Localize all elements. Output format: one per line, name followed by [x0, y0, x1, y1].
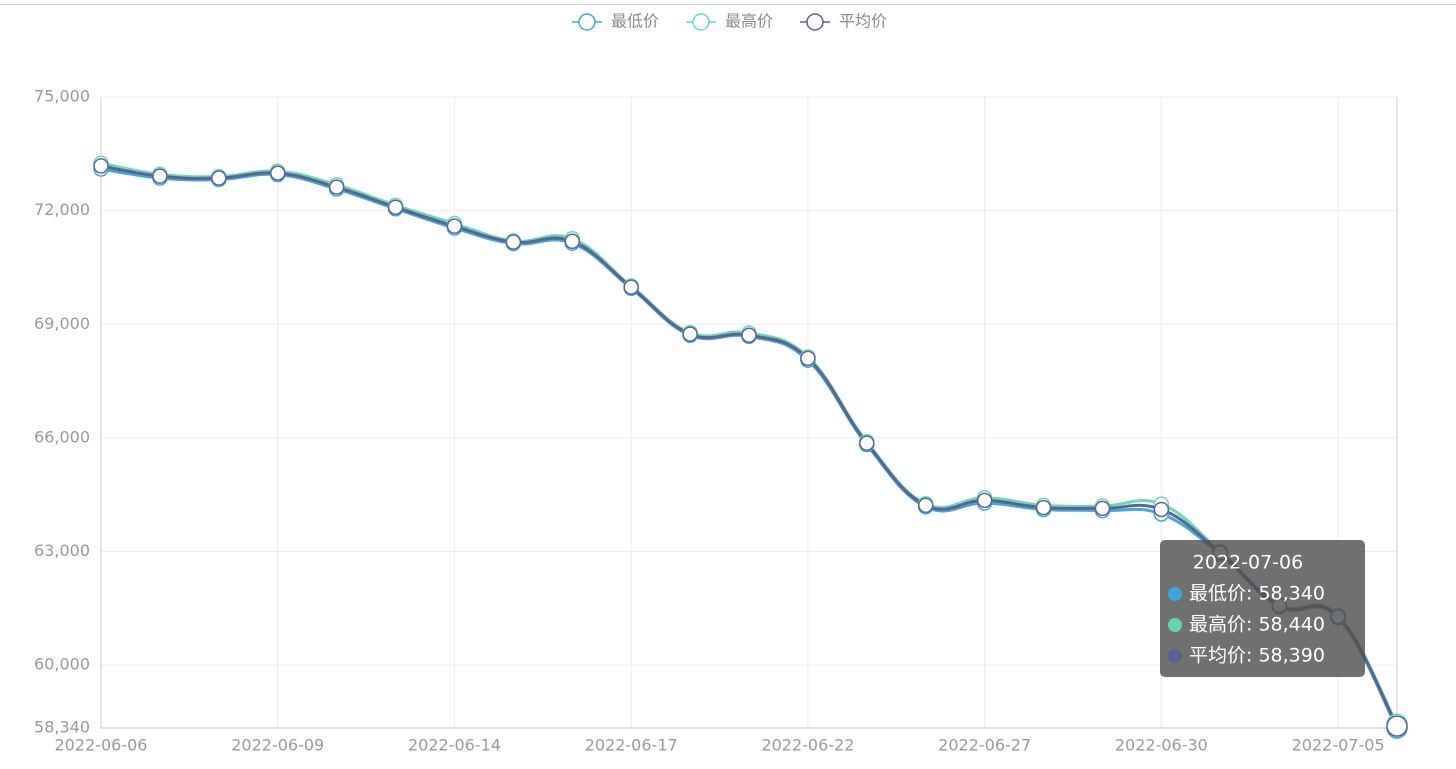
y-tick-label: 60,000 — [34, 655, 90, 674]
data-point[interactable] — [1094, 500, 1111, 517]
legend-item[interactable]: 最高价 — [686, 12, 773, 31]
tooltip-box — [1160, 540, 1365, 677]
legend-item[interactable]: 最低价 — [572, 12, 659, 31]
tooltip-row: 最低价: 58,340 — [1189, 583, 1325, 605]
data-point[interactable] — [976, 492, 993, 509]
data-point[interactable] — [93, 158, 109, 174]
legend-icon — [806, 13, 824, 31]
data-point[interactable] — [328, 179, 345, 195]
y-tick-label: 66,000 — [34, 427, 90, 446]
legend-label: 平均价 — [839, 12, 887, 31]
legend-icon — [692, 13, 710, 31]
legend-label: 最低价 — [611, 12, 659, 31]
legend-item[interactable]: 平均价 — [800, 12, 887, 31]
x-tick-label: 2022-06-17 — [585, 736, 678, 755]
tooltip-dot — [1168, 587, 1182, 601]
x-tick-label: 2022-06-30 — [1115, 736, 1208, 755]
data-point[interactable] — [564, 233, 581, 250]
data-point[interactable] — [917, 497, 934, 514]
data-point[interactable] — [1386, 715, 1408, 737]
data-point[interactable] — [682, 326, 698, 342]
tooltip-row: 最高价: 58,440 — [1189, 614, 1325, 636]
y-tick-label: 75,000 — [34, 87, 90, 106]
y-tick-label: 58,340 — [34, 718, 90, 737]
tooltip-dot — [1168, 649, 1182, 663]
data-point[interactable] — [1035, 499, 1052, 516]
data-point[interactable] — [152, 168, 168, 184]
data-point[interactable] — [1153, 501, 1170, 518]
x-tick-label: 2022-06-27 — [938, 736, 1031, 755]
data-point[interactable] — [800, 350, 816, 367]
data-point[interactable] — [446, 218, 463, 234]
data-point[interactable] — [623, 279, 639, 295]
y-tick-label: 63,000 — [34, 541, 90, 560]
tooltip-dot — [1168, 618, 1182, 632]
data-point[interactable] — [211, 170, 227, 186]
x-tick-label: 2022-06-22 — [761, 736, 854, 755]
tooltip-title: 2022-07-06 — [1193, 552, 1303, 574]
data-point[interactable] — [859, 435, 875, 451]
x-tick-label: 2022-06-06 — [55, 736, 148, 755]
x-tick-label: 2022-06-14 — [408, 736, 501, 755]
data-point[interactable] — [741, 327, 757, 343]
data-point[interactable] — [269, 165, 286, 181]
y-tick-label: 69,000 — [34, 314, 90, 333]
legend-label: 最高价 — [725, 12, 773, 31]
x-tick-label: 2022-06-09 — [231, 736, 324, 755]
x-tick-label: 2022-07-05 — [1292, 736, 1385, 755]
tooltip: 2022-07-06 最低价: 58,340 最高价: 58,440 平均价: 58,… — [1160, 540, 1365, 677]
y-tick-label: 72,000 — [34, 200, 90, 219]
legend-icon — [578, 13, 596, 31]
data-point[interactable] — [505, 234, 522, 250]
tooltip-row: 平均价: 58,390 — [1189, 645, 1325, 667]
data-point[interactable] — [387, 199, 404, 215]
